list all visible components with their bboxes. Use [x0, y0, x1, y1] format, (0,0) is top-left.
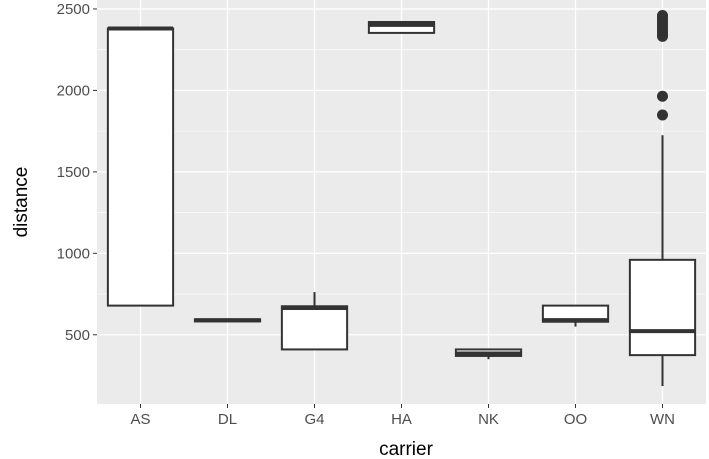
- box-iqr: [367, 20, 436, 34]
- box-oo: [541, 304, 610, 327]
- box-iqr: [106, 27, 175, 307]
- box-iqr: [280, 305, 349, 351]
- x-axis-title: carrier: [379, 439, 434, 459]
- box-g4: [280, 292, 349, 351]
- x-tick-label: DL: [218, 411, 237, 428]
- box-as: [106, 26, 175, 307]
- y-tick-label: 2500: [57, 1, 90, 18]
- box-ha: [367, 20, 436, 34]
- axis-ticks: 500 1000 1500 2000 2500 AS DL G4 HA NK OO WN: [57, 1, 675, 428]
- x-tick-label: G4: [304, 411, 324, 428]
- x-tick-label: HA: [391, 411, 412, 428]
- y-tick-label: 1500: [57, 164, 90, 181]
- x-tick-label: WN: [650, 411, 675, 428]
- box-nk: [454, 348, 523, 360]
- y-tick-label: 500: [65, 327, 90, 344]
- box-wn: [628, 9, 697, 387]
- outlier-point: [657, 109, 668, 121]
- x-tick-label: AS: [130, 411, 150, 428]
- y-axis-title: distance: [11, 167, 32, 238]
- box-dl: [193, 318, 262, 323]
- x-tick-label: OO: [564, 411, 587, 428]
- box-iqr: [628, 258, 697, 357]
- x-tick-label: NK: [478, 411, 499, 428]
- box-series: [106, 9, 697, 387]
- y-tick-label: 1000: [57, 245, 90, 262]
- outlier-point: [657, 90, 668, 102]
- y-tick-label: 2000: [57, 82, 90, 99]
- outlier-point: [657, 9, 668, 21]
